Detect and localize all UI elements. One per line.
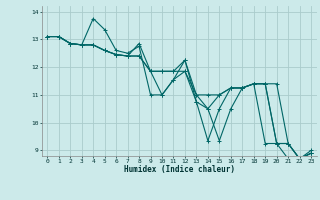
X-axis label: Humidex (Indice chaleur): Humidex (Indice chaleur)	[124, 165, 235, 174]
